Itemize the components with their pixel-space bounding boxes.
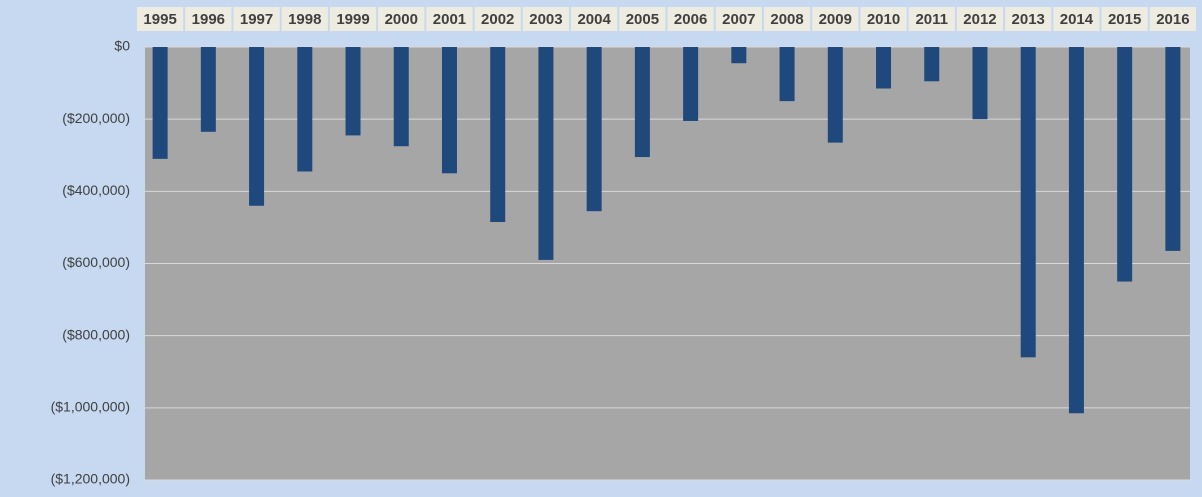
label-box	[715, 7, 762, 31]
label-box	[137, 7, 184, 31]
label-box	[329, 7, 377, 31]
bar	[779, 47, 795, 102]
x-tick-label: 2013	[1012, 11, 1045, 28]
x-tick-label: 2002	[481, 11, 514, 28]
x-tick-label: 2003	[529, 11, 562, 28]
bar	[393, 47, 409, 147]
bar	[1020, 47, 1036, 358]
label-box	[185, 7, 232, 31]
y-tick-label: ($600,000)	[62, 254, 130, 270]
bar	[1165, 47, 1181, 251]
bar	[490, 47, 506, 223]
label-box	[522, 7, 570, 31]
y-tick-label: ($1,000,000)	[51, 399, 130, 415]
bar	[924, 47, 940, 82]
bar	[200, 47, 216, 132]
x-tick-label: 1999	[336, 11, 369, 28]
x-tick-label: 2015	[1108, 11, 1141, 28]
x-tick-label: 2006	[674, 11, 707, 28]
label-box	[667, 7, 714, 31]
x-tick-label: 2016	[1156, 11, 1189, 28]
bar	[441, 47, 457, 174]
label-box	[281, 7, 328, 31]
label-box	[860, 7, 907, 31]
x-tick-label: 2008	[770, 11, 803, 28]
bar	[1068, 47, 1084, 414]
bar	[827, 47, 843, 143]
x-tick-label: 1995	[143, 11, 176, 28]
label-box	[378, 7, 425, 31]
bar	[731, 47, 747, 64]
label-box	[812, 7, 859, 31]
x-tick-label: 2014	[1060, 11, 1094, 28]
bar	[249, 47, 265, 206]
bar	[586, 47, 602, 212]
y-tick-label: ($400,000)	[62, 182, 130, 198]
x-tick-label: 2007	[722, 11, 755, 28]
label-box	[571, 7, 618, 31]
x-tick-label: 2001	[433, 11, 466, 28]
label-box	[1053, 7, 1100, 31]
label-box	[1101, 7, 1148, 31]
bar	[345, 47, 361, 136]
x-tick-label: 2005	[626, 11, 659, 28]
bar	[634, 47, 650, 158]
y-tick-label: ($200,000)	[62, 110, 130, 126]
bar	[1117, 47, 1133, 282]
label-box	[763, 7, 811, 31]
x-tick-label: 2010	[867, 11, 900, 28]
y-tick-label: ($800,000)	[62, 326, 130, 342]
x-tick-label: 2000	[385, 11, 418, 28]
label-box	[1149, 7, 1196, 31]
bar	[972, 47, 988, 120]
bar	[876, 47, 892, 89]
label-box	[474, 7, 521, 31]
bar	[297, 47, 313, 172]
x-tick-label: 1996	[192, 11, 225, 28]
x-tick-label: 1997	[240, 11, 273, 28]
bar	[683, 47, 699, 121]
x-tick-label: 2012	[963, 11, 996, 28]
x-tick-label: 2009	[819, 11, 852, 28]
bar	[152, 47, 168, 159]
y-tick-label: $0	[114, 38, 130, 54]
x-tick-label: 2004	[577, 11, 611, 28]
bar	[538, 47, 554, 260]
label-box	[233, 7, 280, 31]
label-box	[956, 7, 1004, 31]
label-box	[908, 7, 955, 31]
label-box	[619, 7, 666, 31]
label-box	[426, 7, 473, 31]
x-tick-label: 1998	[288, 11, 321, 28]
y-tick-label: ($1,200,000)	[51, 471, 130, 487]
label-box	[1005, 7, 1052, 31]
x-tick-label: 2011	[915, 11, 948, 28]
